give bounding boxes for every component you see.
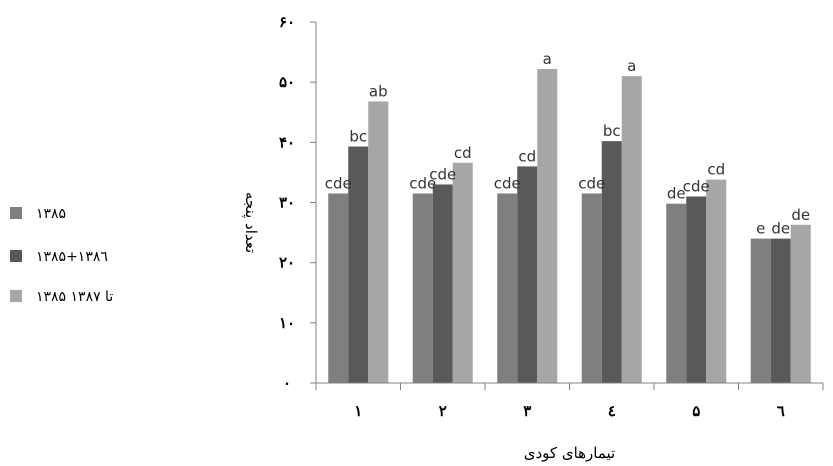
bar-data-label: de [667,185,686,203]
x-tick-label: ۵ [692,402,700,420]
bar [750,238,771,383]
bar-data-label: cd [454,144,472,162]
bar [621,76,642,384]
legend-label: ۱۳۸۵ تا ۱۳۸۷ [36,289,113,305]
bar [348,146,369,383]
bar-data-label: cd [518,147,536,165]
bar [706,179,727,383]
y-tick-label: ۴۰ [279,133,295,151]
legend-swatch [10,250,22,262]
bar-data-label: e [756,220,765,238]
x-tick-label: ٦ [777,402,785,420]
bar-data-label: a [543,50,552,68]
x-axis-title: تیمارهای کودی [524,444,616,462]
bar-data-label: cd [707,161,725,179]
legend-label: ۱۳۸۵+۱۳۸٦ [36,249,108,265]
bar-data-label: de [791,206,810,224]
bar-data-label: cde [494,174,521,192]
x-tick-label: ۱ [354,402,362,420]
bar-data-label: a [627,57,636,75]
bar [517,166,538,383]
bar-data-label: cde [578,174,605,192]
bar [497,193,518,383]
bar-data-label: bc [349,128,367,146]
bar [537,68,558,384]
y-tick-label: ۳۰ [279,194,295,212]
legend: ۱۳۸۵ ۱۳۸۵+۱۳۸٦ ۱۳۸۵ تا ۱۳۸۷ [10,206,113,305]
bar-data-label: ab [369,82,388,100]
axes [315,22,823,384]
x-ticks: ۱ ۲ ۳ ٤ ۵ ٦ [315,383,824,420]
x-tick-label: ٤ [608,402,616,420]
y-tick-label: ۵۰ [279,73,295,91]
y-tick-label: ۲۰ [279,254,295,272]
x-tick-label: ۲ [439,402,447,420]
y-axis-title: تعداد پنجه [242,192,260,253]
bar [790,224,811,383]
bar [412,193,433,383]
bar [452,162,473,383]
bar-data-label: cde [429,165,456,183]
y-ticks: ۰ ۱۰ ۲۰ ۳۰ ۴۰ ۵۰ ۶۰ [279,13,316,392]
bar-data-label: de [771,220,790,238]
bar [432,184,453,383]
y-tick-label: ۶۰ [279,13,295,31]
bar-data-label: cde [409,174,436,192]
legend-swatch [10,290,22,302]
bar-data-label: cde [325,174,352,192]
bar [666,203,687,383]
legend-label: ۱۳۸۵ [36,206,66,222]
bar [601,141,622,383]
bar [686,196,707,383]
bar [770,238,791,383]
bar-data-label: cde [683,177,710,195]
bar [581,193,602,383]
legend-swatch [10,207,22,219]
bar [368,101,389,384]
bar [328,193,349,383]
bar-data-label: bc [603,122,621,140]
bars [328,68,811,384]
y-tick-label: ۰ [283,374,291,392]
x-tick-label: ۳ [523,402,531,420]
y-tick-label: ۱۰ [279,314,295,332]
